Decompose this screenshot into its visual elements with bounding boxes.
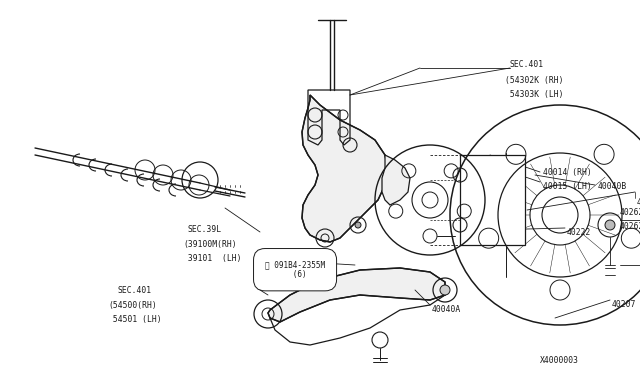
Text: Ⓑ 091B4-2355M
      (6): Ⓑ 091B4-2355M (6): [265, 260, 325, 279]
Text: 54303K (LH): 54303K (LH): [505, 90, 563, 99]
Text: 39101  (LH): 39101 (LH): [183, 254, 241, 263]
Circle shape: [440, 285, 450, 295]
Text: 40040A: 40040A: [432, 305, 461, 314]
Text: 40015 (LH): 40015 (LH): [543, 182, 592, 191]
Text: SEC.39L: SEC.39L: [188, 225, 222, 234]
Text: X4000003: X4000003: [540, 356, 579, 365]
Polygon shape: [382, 155, 410, 205]
Text: SEC.401: SEC.401: [510, 60, 544, 69]
FancyBboxPatch shape: [460, 155, 525, 245]
Polygon shape: [302, 95, 388, 242]
Text: 40014 (RH): 40014 (RH): [543, 168, 592, 177]
Text: (54500(RH): (54500(RH): [108, 301, 157, 310]
Text: 54501 (LH): 54501 (LH): [108, 315, 162, 324]
Text: 40262: 40262: [620, 208, 640, 217]
Text: SEC.401: SEC.401: [118, 286, 152, 295]
Text: (54302K (RH): (54302K (RH): [505, 76, 563, 85]
Text: (39100M(RH): (39100M(RH): [183, 240, 237, 249]
Text: 40207: 40207: [612, 300, 636, 309]
Text: 40040B: 40040B: [598, 182, 627, 191]
Polygon shape: [268, 268, 445, 322]
Text: 40202M: 40202M: [637, 198, 640, 207]
Circle shape: [605, 220, 615, 230]
Text: 40222: 40222: [567, 228, 591, 237]
Circle shape: [355, 222, 361, 228]
Text: 40262A: 40262A: [620, 222, 640, 231]
